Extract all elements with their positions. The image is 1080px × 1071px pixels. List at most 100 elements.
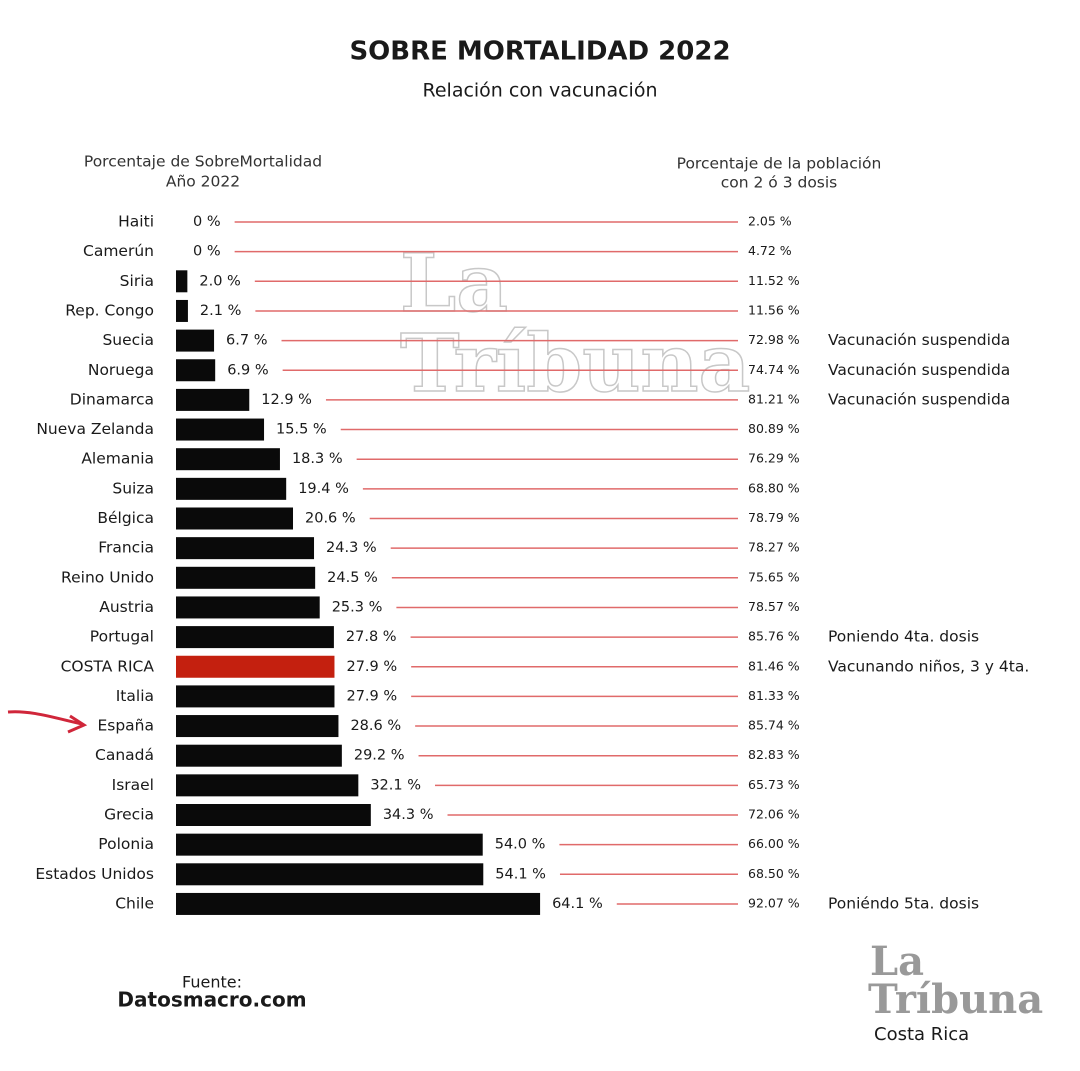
category-label: COSTA RICA [61, 657, 155, 675]
vaccination-label: 65.73 % [748, 777, 800, 792]
vaccination-label: 74.74 % [748, 362, 800, 377]
value-label: 24.5 % [327, 570, 378, 586]
bar [176, 774, 359, 797]
vaccination-label: 11.56 % [748, 302, 800, 317]
vaccination-label: 11.52 % [748, 273, 800, 288]
bar [176, 655, 335, 678]
value-label: 24.3 % [326, 540, 377, 556]
bar [176, 833, 483, 856]
value-label: 19.4 % [298, 481, 349, 497]
vaccination-label: 78.27 % [748, 540, 800, 555]
bar [176, 507, 294, 530]
vaccination-label: 75.65 % [748, 569, 800, 584]
value-label: 2.1 % [200, 303, 241, 319]
vaccination-label: 68.50 % [748, 866, 800, 881]
bar [176, 537, 315, 560]
category-label: Grecia [104, 806, 154, 824]
category-label: Noruega [88, 361, 154, 379]
note: Vacunación suspendida [828, 331, 1010, 349]
category-label: Canadá [95, 746, 154, 764]
category-label: Estados Unidos [35, 865, 154, 883]
bar [176, 626, 334, 649]
note: Vacunando niños, 3 y 4ta. [828, 657, 1029, 675]
logo: La [870, 938, 924, 985]
vaccination-label: 92.07 % [748, 895, 800, 910]
bar [176, 329, 215, 352]
category-label: Austria [99, 598, 154, 616]
left-header: Porcentaje de SobreMortalidad [84, 153, 322, 171]
note: Poniéndo 5ta. dosis [828, 894, 979, 912]
vaccination-label: 68.80 % [748, 480, 800, 495]
vaccination-label: 2.05 % [748, 214, 792, 229]
vaccination-label: 72.98 % [748, 332, 800, 347]
value-label: 34.3 % [383, 807, 434, 823]
vaccination-label: 80.89 % [748, 421, 800, 436]
value-label: 2.0 % [199, 273, 240, 289]
bar [176, 359, 216, 382]
vaccination-label: 85.74 % [748, 718, 800, 733]
category-label: Nueva Zelanda [36, 420, 154, 438]
vaccination-label: 85.76 % [748, 629, 800, 644]
vaccination-label: 78.57 % [748, 599, 800, 614]
category-label: Bélgica [97, 509, 154, 527]
chart-subtitle: Relación con vacunación [423, 80, 658, 102]
vaccination-label: 81.33 % [748, 688, 800, 703]
right-header: Porcentaje de la población [677, 155, 882, 173]
arrow [7, 710, 83, 726]
watermark: Tríbuna [400, 316, 750, 410]
category-label: Israel [112, 776, 154, 794]
vaccination-label: 82.83 % [748, 747, 800, 762]
category-label: Suiza [112, 479, 154, 497]
category-label: Portugal [90, 628, 154, 646]
logo: Tríbuna [868, 976, 1043, 1023]
value-label: 6.9 % [227, 362, 268, 378]
value-label: 12.9 % [261, 392, 312, 408]
bar [176, 477, 287, 500]
bar [176, 596, 320, 619]
value-label: 28.6 % [350, 718, 401, 734]
category-label: Suecia [102, 331, 154, 349]
category-label: Siria [120, 272, 154, 290]
category-label: Alemania [81, 450, 154, 468]
value-label: 6.7 % [226, 333, 267, 349]
value-label: 29.2 % [354, 748, 405, 764]
category-label: Camerún [83, 242, 154, 260]
category-label: Reino Unido [61, 568, 154, 586]
category-label: Rep. Congo [65, 301, 154, 319]
vaccination-label: 72.06 % [748, 807, 800, 822]
category-label: Haiti [118, 213, 154, 231]
source-label: Fuente: [182, 973, 242, 992]
logo-subtitle: Costa Rica [874, 1024, 969, 1045]
bar [176, 418, 265, 441]
vaccination-label: 81.46 % [748, 658, 800, 673]
category-label: Italia [116, 687, 154, 705]
chart-title: SOBRE MORTALIDAD 2022 [349, 37, 730, 67]
category-label: Polonia [98, 835, 154, 853]
category-label: España [97, 717, 154, 735]
bar [176, 270, 188, 293]
value-label: 20.6 % [305, 511, 356, 527]
vaccination-label: 78.79 % [748, 510, 800, 525]
note: Vacunación suspendida [828, 390, 1010, 408]
value-label: 27.9 % [346, 659, 397, 675]
value-label: 25.3 % [332, 599, 383, 615]
value-label: 54.0 % [495, 837, 546, 853]
vaccination-label: 66.00 % [748, 836, 800, 851]
bar [176, 685, 335, 708]
bar [176, 863, 484, 886]
bar [176, 804, 371, 826]
value-label: 54.1 % [495, 866, 546, 882]
category-label: Francia [98, 539, 154, 557]
source: Datosmacro.com [117, 988, 306, 1012]
value-label: 27.9 % [346, 688, 397, 704]
vaccination-label: 4.72 % [748, 243, 792, 258]
left-header: Año 2022 [166, 173, 240, 191]
vaccination-label: 81.21 % [748, 391, 800, 406]
arrow-head [67, 714, 88, 734]
value-label: 64.1 % [552, 896, 603, 912]
bar [176, 299, 188, 322]
note: Poniendo 4ta. dosis [828, 628, 979, 646]
bar [176, 715, 339, 738]
